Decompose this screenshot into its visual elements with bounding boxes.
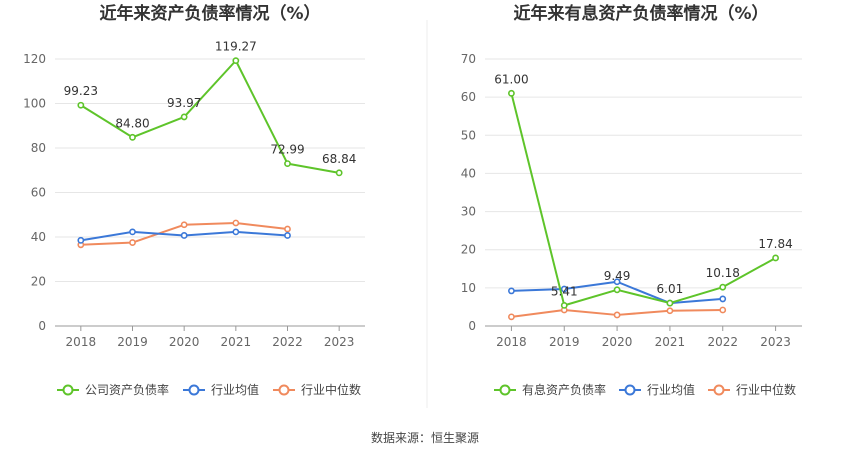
data-label: 61.00 (494, 72, 528, 86)
data-point (719, 283, 727, 291)
y-tick-label: 40 (31, 230, 46, 244)
data-label: 68.84 (322, 152, 356, 166)
data-point (613, 311, 621, 319)
chart-panel-1: 近年来资产负债率情况（%） 0 20 40 60 80 100 120 2018 2019 2020… (23, 3, 365, 397)
y-tick-label: 20 (461, 243, 476, 257)
legend-marker-icon (188, 384, 200, 396)
data-point (666, 307, 674, 315)
data-point (232, 228, 240, 236)
data-point (613, 286, 621, 294)
data-point (719, 306, 727, 314)
y-tick-label: 70 (461, 52, 476, 66)
data-label: 10.18 (706, 266, 740, 280)
data-label: 99.23 (64, 84, 98, 98)
legend-item: 行业中位数 (708, 382, 796, 397)
legend-label: 行业中位数 (736, 382, 796, 397)
data-point (560, 301, 568, 309)
legend-marker-icon (624, 384, 636, 396)
x-tick-label: 2022 (272, 335, 303, 349)
x-tick-label: 2022 (707, 335, 738, 349)
y-tick-label: 50 (461, 128, 476, 142)
x-tick-label: 2019 (117, 335, 148, 349)
legend-item: 行业中位数 (273, 382, 361, 397)
data-label: 17.84 (758, 237, 792, 251)
data-point (613, 278, 621, 286)
x-tick-label: 2023 (760, 335, 791, 349)
x-tick-label: 2023 (324, 335, 355, 349)
y-tick-label: 20 (31, 275, 46, 289)
y-tick-label: 60 (461, 90, 476, 104)
legend-marker-icon (62, 384, 74, 396)
data-point (129, 133, 136, 141)
data-point (772, 254, 779, 262)
x-tick-label: 2020 (169, 335, 200, 349)
data-point (508, 287, 515, 295)
legend-item: 有息资产负债率 (494, 382, 606, 397)
y-tick-label: 80 (31, 141, 46, 155)
data-label: 84.80 (115, 116, 149, 130)
data-point (77, 236, 85, 244)
chart-title: 近年来有息资产负债率情况（%） (513, 3, 768, 24)
y-tick-label: 120 (23, 52, 46, 66)
legend-label: 有息资产负债率 (522, 382, 606, 397)
data-point (719, 295, 727, 303)
data-point (335, 169, 343, 177)
legend-item: 行业均值 (183, 382, 259, 397)
data-point (284, 160, 291, 167)
data-point (180, 221, 188, 229)
y-tick-label: 40 (461, 166, 476, 180)
x-tick-label: 2019 (549, 335, 580, 349)
chart-panel-2: 近年来有息资产负债率情况（%） 0 10 20 30 40 50 60 70 2018 2019 20… (461, 3, 802, 397)
legend-label: 行业均值 (647, 382, 695, 397)
legend-label: 行业中位数 (301, 382, 361, 397)
data-point (180, 113, 188, 121)
x-tick-label: 2020 (602, 335, 633, 349)
data-point (560, 285, 568, 293)
x-tick-label: 2021 (655, 335, 686, 349)
y-tick-label: 60 (31, 186, 46, 200)
y-tick-label: 0 (468, 319, 476, 333)
data-point (284, 225, 291, 233)
data-label: 93.97 (167, 96, 201, 110)
data-point (129, 239, 136, 246)
data-point (77, 101, 85, 109)
series-line (510, 93, 777, 307)
legend-label: 行业均值 (211, 382, 259, 397)
y-tick-label: 100 (23, 97, 46, 111)
legend-item: 公司资产负债率 (57, 382, 169, 397)
y-tick-label: 30 (461, 205, 476, 219)
data-label: 119.27 (215, 40, 257, 54)
data-point (284, 232, 291, 239)
data-point (508, 313, 515, 321)
data-label: 6.01 (657, 282, 684, 296)
x-tick-label: 2021 (221, 335, 252, 349)
legend-item: 行业均值 (619, 382, 695, 397)
legend-marker-icon (278, 384, 290, 396)
data-label: 72.99 (270, 143, 304, 157)
data-point (180, 232, 188, 239)
y-tick-label: 10 (461, 281, 476, 295)
x-tick-label: 2018 (496, 335, 527, 349)
x-tick-label: 2018 (66, 335, 97, 349)
y-tick-label: 0 (38, 319, 46, 333)
data-point (508, 89, 515, 97)
chart-title: 近年来资产负债率情况（%） (99, 3, 320, 24)
data-label: 5.41 (551, 284, 578, 298)
data-point (129, 228, 136, 236)
source-note: 数据来源：恒生聚源 (371, 430, 479, 445)
legend-label: 公司资产负债率 (85, 382, 169, 397)
legend-marker-icon (713, 384, 725, 396)
data-point (232, 219, 240, 227)
data-point (666, 299, 674, 307)
data-label: 9.49 (604, 269, 631, 283)
data-point (232, 57, 240, 65)
legend-marker-icon (499, 384, 511, 396)
series-line (80, 59, 340, 174)
